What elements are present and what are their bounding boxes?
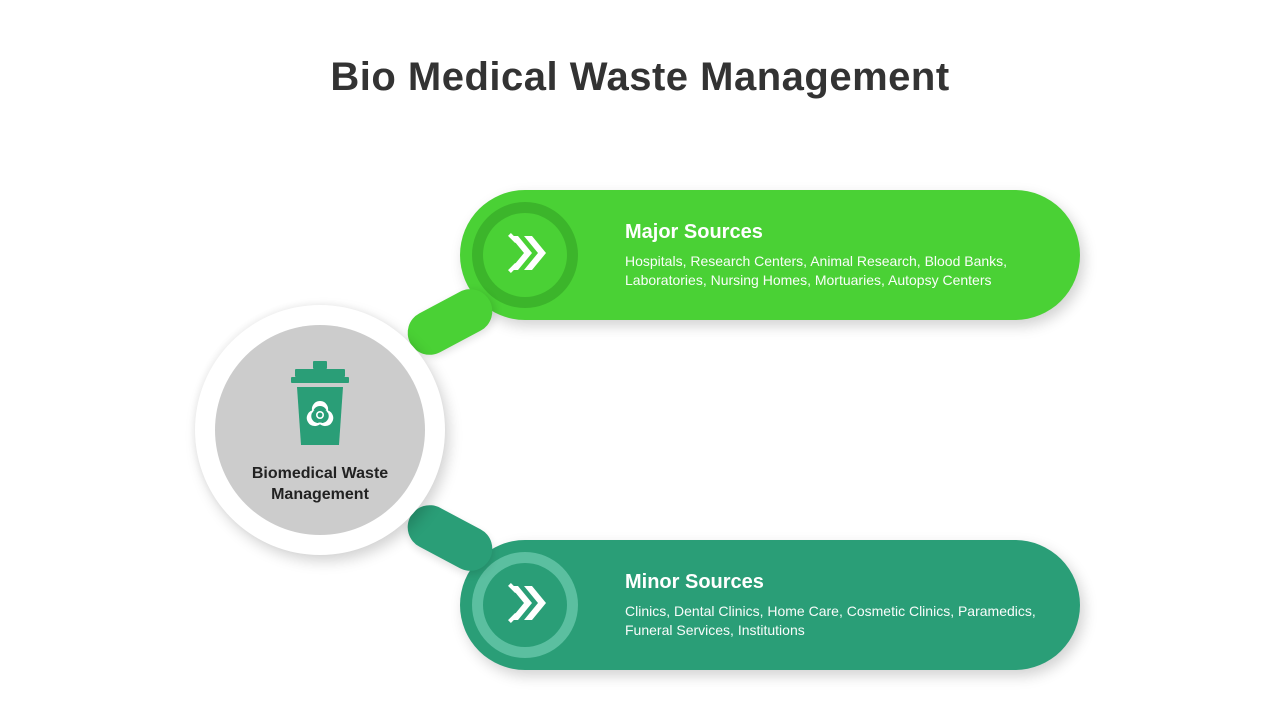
pill-major-content: Major Sources Hospitals, Research Center…: [625, 221, 1040, 290]
center-label: Biomedical Waste Management: [227, 464, 413, 506]
page-title: Bio Medical Waste Management: [0, 55, 1280, 100]
pill-minor-body: Clinics, Dental Clinics, Home Care, Cosm…: [625, 602, 1040, 640]
chevron-right-icon: [502, 230, 548, 281]
pill-minor-content: Minor Sources Clinics, Dental Clinics, H…: [625, 571, 1040, 640]
pill-minor-icon-bg: [483, 563, 567, 647]
pill-minor-icon-ring: [472, 552, 578, 658]
pill-major-body: Hospitals, Research Centers, Animal Rese…: [625, 252, 1040, 290]
pill-minor: Minor Sources Clinics, Dental Clinics, H…: [460, 540, 1080, 670]
pill-major-title: Major Sources: [625, 221, 1040, 244]
pill-minor-title: Minor Sources: [625, 571, 1040, 594]
pill-major-icon-bg: [483, 213, 567, 297]
pill-major-icon-ring: [472, 202, 578, 308]
pill-major: Major Sources Hospitals, Research Center…: [460, 190, 1080, 320]
biohazard-bin-icon: [281, 359, 359, 454]
center-circle-inner: Biomedical Waste Management: [215, 325, 425, 535]
center-circle: Biomedical Waste Management: [195, 305, 445, 555]
chevron-right-icon: [502, 580, 548, 631]
